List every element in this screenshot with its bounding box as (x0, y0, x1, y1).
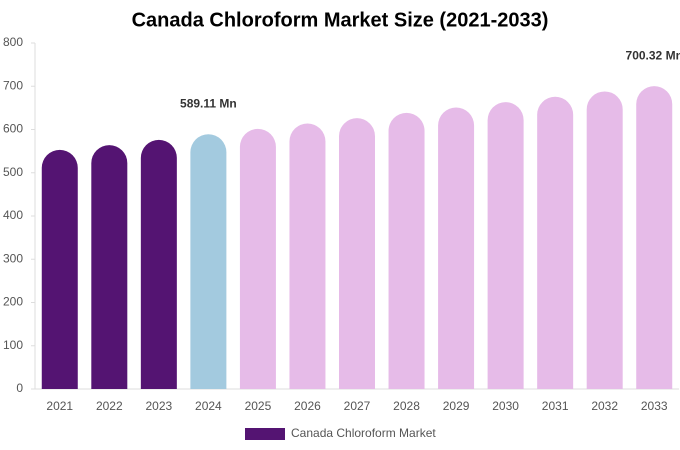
bar (289, 123, 326, 389)
y-tick-label: 800 (3, 35, 23, 49)
bar (537, 96, 574, 389)
legend-label: Canada Chloroform Market (291, 426, 436, 440)
y-tick-label: 500 (3, 165, 23, 179)
x-tick-label: 2029 (443, 399, 470, 413)
x-tick-label: 2026 (294, 399, 321, 413)
bar (339, 118, 375, 389)
x-tick-label: 2027 (344, 399, 371, 413)
bar (586, 91, 623, 390)
x-tick-label: 2023 (145, 399, 172, 413)
y-tick-label: 700 (3, 78, 23, 92)
bar (140, 139, 177, 389)
x-tick-label: 2032 (591, 399, 618, 413)
chart-title: Canada Chloroform Market Size (2021-2033… (132, 9, 549, 31)
x-tick-label: 2033 (641, 399, 668, 413)
legend-swatch (245, 428, 285, 440)
y-tick-label: 400 (3, 208, 23, 222)
bar (636, 86, 673, 389)
bar (388, 112, 425, 389)
bar (487, 102, 524, 389)
value-label: 589.11 Mn (180, 96, 237, 110)
bar (190, 134, 227, 389)
bar (41, 149, 78, 389)
bar (239, 128, 276, 389)
x-tick-label: 2025 (245, 399, 272, 413)
y-tick-label: 0 (16, 381, 23, 395)
x-tick-label: 2028 (393, 399, 420, 413)
x-tick-label: 2021 (46, 399, 73, 413)
bar (91, 145, 128, 389)
y-tick-label: 100 (3, 338, 23, 352)
bar (438, 107, 475, 389)
x-tick-label: 2024 (195, 399, 222, 413)
y-tick-label: 200 (3, 295, 23, 309)
y-tick-label: 600 (3, 122, 23, 136)
x-tick-label: 2030 (492, 399, 519, 413)
x-tick-label: 2022 (96, 399, 123, 413)
value-label: 700.32 Mn (626, 48, 680, 62)
x-tick-label: 2031 (542, 399, 569, 413)
y-tick-label: 300 (3, 251, 23, 265)
